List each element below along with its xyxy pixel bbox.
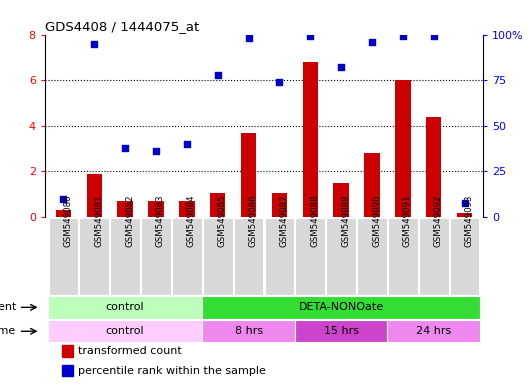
FancyBboxPatch shape <box>419 218 449 295</box>
Bar <box>87 174 102 217</box>
Text: GSM549085: GSM549085 <box>218 195 227 247</box>
Text: GSM549092: GSM549092 <box>433 195 443 247</box>
Point <box>337 65 345 71</box>
FancyBboxPatch shape <box>79 218 109 295</box>
Point <box>306 33 315 40</box>
Text: GSM549090: GSM549090 <box>372 195 381 247</box>
Point <box>399 33 407 40</box>
Text: 24 hrs: 24 hrs <box>416 326 451 336</box>
Point <box>183 141 191 147</box>
FancyBboxPatch shape <box>141 218 171 295</box>
Bar <box>241 133 256 217</box>
Text: GSM549089: GSM549089 <box>341 195 350 247</box>
FancyBboxPatch shape <box>357 218 387 295</box>
Bar <box>334 183 349 217</box>
FancyBboxPatch shape <box>172 218 202 295</box>
Text: GDS4408 / 1444075_at: GDS4408 / 1444075_at <box>45 20 199 33</box>
Bar <box>272 193 287 217</box>
Text: control: control <box>106 326 145 336</box>
FancyBboxPatch shape <box>450 218 479 295</box>
Bar <box>457 213 473 217</box>
Text: GSM549093: GSM549093 <box>465 195 474 247</box>
Point <box>275 79 284 85</box>
Text: GSM549080: GSM549080 <box>63 195 72 247</box>
Point <box>460 199 469 205</box>
Bar <box>364 153 380 217</box>
Text: GSM549088: GSM549088 <box>310 195 319 247</box>
Text: control: control <box>106 302 145 312</box>
FancyBboxPatch shape <box>202 320 295 343</box>
Bar <box>179 201 194 217</box>
Bar <box>62 365 73 376</box>
Text: 15 hrs: 15 hrs <box>324 326 359 336</box>
Text: GSM549087: GSM549087 <box>279 195 288 247</box>
Point <box>90 41 99 47</box>
Point <box>152 148 160 154</box>
Point <box>244 35 253 41</box>
Text: percentile rank within the sample: percentile rank within the sample <box>78 366 266 376</box>
Point <box>213 72 222 78</box>
Point <box>59 196 68 202</box>
Bar <box>148 201 164 217</box>
Text: GSM549081: GSM549081 <box>95 195 103 247</box>
Text: GSM549086: GSM549086 <box>249 195 258 247</box>
FancyBboxPatch shape <box>388 218 418 295</box>
FancyBboxPatch shape <box>49 218 78 295</box>
Point <box>121 145 129 151</box>
Text: DETA-NONOate: DETA-NONOate <box>299 302 384 312</box>
Text: GSM549082: GSM549082 <box>125 195 134 247</box>
FancyBboxPatch shape <box>202 296 480 319</box>
Bar <box>426 117 441 217</box>
Bar <box>117 201 133 217</box>
FancyBboxPatch shape <box>48 320 202 343</box>
Text: time: time <box>0 326 16 336</box>
FancyBboxPatch shape <box>110 218 140 295</box>
FancyBboxPatch shape <box>234 218 263 295</box>
Point <box>368 39 376 45</box>
Bar <box>303 62 318 217</box>
Point <box>429 33 438 40</box>
Text: transformed count: transformed count <box>78 346 182 356</box>
Bar <box>395 80 411 217</box>
FancyBboxPatch shape <box>326 218 356 295</box>
Text: agent: agent <box>0 302 16 312</box>
FancyBboxPatch shape <box>48 296 202 319</box>
Bar <box>55 210 71 217</box>
Text: 8 hrs: 8 hrs <box>234 326 262 336</box>
FancyBboxPatch shape <box>296 218 325 295</box>
FancyBboxPatch shape <box>295 320 388 343</box>
Bar <box>210 193 225 217</box>
FancyBboxPatch shape <box>265 218 294 295</box>
Bar <box>62 346 73 356</box>
FancyBboxPatch shape <box>203 218 232 295</box>
Text: GSM549091: GSM549091 <box>403 195 412 247</box>
Text: GSM549084: GSM549084 <box>187 195 196 247</box>
FancyBboxPatch shape <box>388 320 480 343</box>
Text: GSM549083: GSM549083 <box>156 195 165 247</box>
